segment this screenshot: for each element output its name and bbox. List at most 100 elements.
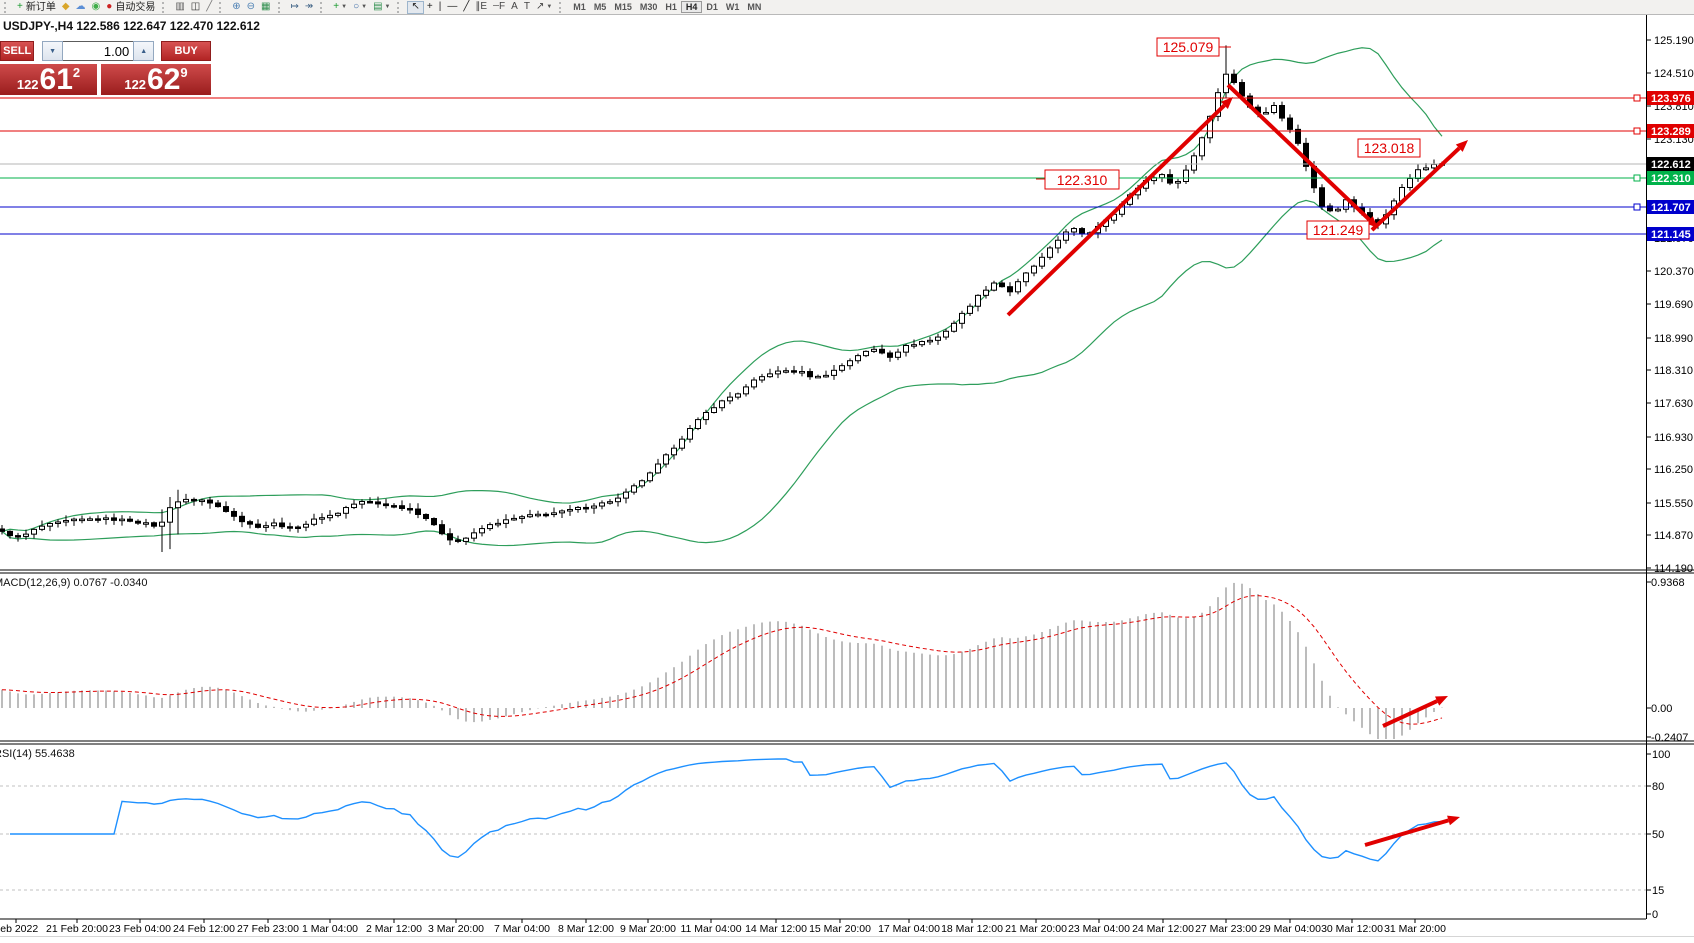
price-annotation-box[interactable]: [1306, 220, 1370, 240]
price-tick-label: 124.510: [1654, 68, 1694, 80]
signals-button[interactable]: ◉: [89, 1, 104, 14]
trend-arrow[interactable]: [1382, 699, 1438, 728]
autotrading-button[interactable]: ● 自动交易: [106, 1, 156, 13]
hline-marker[interactable]: [1633, 203, 1641, 211]
sell-price[interactable]: 122 61 2: [0, 64, 97, 95]
auto-scroll-button[interactable]: ↠: [302, 1, 316, 14]
text-label-button[interactable]: T: [521, 1, 533, 14]
cursor-icon: ↖: [411, 1, 420, 12]
timeframe-d1[interactable]: D1: [706, 2, 718, 12]
price-badge-label: 122.612: [1651, 159, 1691, 171]
hline-marker[interactable]: [1633, 174, 1641, 182]
time-label: 18 Mar 12:00: [941, 923, 1003, 935]
price-tick-label: 114.870: [1654, 530, 1693, 542]
zoom-out-button[interactable]: ⊖: [244, 1, 258, 14]
time-label: 23 Mar 04:00: [1068, 923, 1130, 935]
fibonacci-icon: ┄F: [493, 1, 506, 12]
price-axis[interactable]: 125.190124.510123.810123.130121.070120.3…: [1646, 35, 1694, 575]
rsi-panel: 100 80 50 15 0: [0, 749, 1670, 921]
chart-shift-button[interactable]: ↦: [288, 1, 302, 14]
templates-button[interactable]: ▤ ▼: [373, 1, 391, 12]
timeframe-mn[interactable]: MN: [747, 2, 762, 12]
trend-arrow[interactable]: [1226, 83, 1371, 222]
price-badge-label: 122.310: [1651, 173, 1691, 185]
horizontal-line-button[interactable]: —: [444, 1, 460, 14]
timeframe-h4[interactable]: H4: [680, 1, 703, 13]
price-tick-label: 119.690: [1654, 299, 1693, 311]
price-badge: [1647, 124, 1694, 138]
trendline-button[interactable]: ╱: [460, 1, 472, 14]
arrow-objects-button[interactable]: ↗ ▼: [535, 1, 553, 12]
new-chart-icon: +: [333, 1, 340, 12]
publish-chart-icon: ☁: [75, 1, 86, 12]
price-annotations[interactable]: 125.079 122.310 123.018 121.249: [1036, 37, 1421, 240]
price-annotation-box[interactable]: [1044, 169, 1120, 190]
price-annotation-label: 125.079: [1163, 39, 1214, 55]
horizontal-line-objects[interactable]: [0, 94, 1646, 235]
history-center-button[interactable]: ◆: [59, 1, 73, 14]
trend-arrow-head[interactable]: [1447, 815, 1460, 826]
timeframe-m30[interactable]: M30: [639, 2, 658, 12]
buy-price-pip: 9: [180, 65, 188, 80]
volume-decrease-button[interactable]: ▼: [42, 41, 64, 61]
toolbar-separator: [4, 1, 11, 13]
candlestick-chart-button[interactable]: ◫: [188, 1, 203, 14]
rsi-axis-label: 80: [1652, 781, 1664, 793]
equidistant-channel-button[interactable]: ∥E: [472, 1, 490, 14]
trend-arrow[interactable]: [1370, 146, 1461, 232]
hline-marker[interactable]: [1633, 94, 1641, 102]
time-label: 27 Feb 23:00: [237, 923, 299, 935]
macd-axis-label: -0.2407: [1651, 732, 1688, 744]
history-center-icon: ◆: [61, 1, 70, 12]
new-chart-button[interactable]: + ▼: [333, 1, 348, 12]
price-badge-label: 121.707: [1651, 202, 1691, 214]
fibonacci-button[interactable]: ┄F: [490, 1, 508, 14]
time-label: 3 Mar 20:00: [428, 923, 484, 935]
toolbar-separator: [397, 1, 404, 13]
price-annotation-label: 121.249: [1313, 222, 1364, 238]
macd-axis-label: 0.9368: [1651, 577, 1685, 589]
trend-arrow-head[interactable]: [1455, 140, 1468, 152]
new-order-icon: +: [17, 1, 23, 12]
text-button[interactable]: A: [508, 1, 521, 14]
crosshair-button[interactable]: +: [424, 1, 436, 14]
buy-price-big: 62: [147, 63, 181, 96]
time-label: 23 Feb 04:00: [109, 923, 171, 935]
trend-arrow[interactable]: [1006, 103, 1226, 317]
zoom-in-button[interactable]: ⊕: [229, 1, 243, 14]
timeframe-m5[interactable]: M5: [593, 2, 607, 12]
volume-increase-button[interactable]: ▲: [133, 41, 155, 61]
hline-marker[interactable]: [1633, 127, 1641, 135]
trend-arrow-head[interactable]: [1435, 696, 1448, 706]
timeframe-m15[interactable]: M15: [614, 2, 632, 12]
buy-price[interactable]: 122 62 9: [101, 64, 211, 95]
publish-chart-button[interactable]: ☁: [73, 1, 89, 14]
buy-button[interactable]: BUY: [161, 41, 212, 61]
trend-arrow-head[interactable]: [1220, 97, 1233, 109]
vertical-line-button[interactable]: |: [436, 1, 445, 14]
volume-input[interactable]: [63, 41, 134, 61]
timeframe-w1[interactable]: W1: [725, 2, 740, 12]
timeframe-m1[interactable]: M1: [573, 2, 586, 12]
zoom-in-icon: ⊕: [232, 1, 241, 12]
price-annotation-box[interactable]: [1357, 138, 1421, 158]
new-order-button[interactable]: + 新订单: [17, 1, 56, 13]
time-label: 24 Feb 12:00: [173, 923, 235, 935]
timeframe-h1[interactable]: H1: [665, 2, 677, 12]
trend-arrows[interactable]: [1006, 83, 1468, 847]
sell-button[interactable]: SELL: [0, 41, 35, 61]
sell-price-big: 61: [39, 63, 73, 96]
macd-panel: 0.9368 0.00 -0.2407: [1, 577, 1688, 744]
text-icon: A: [511, 1, 518, 12]
cursor-button[interactable]: ↖: [407, 0, 424, 14]
line-chart-button[interactable]: ╱: [203, 1, 215, 14]
bar-chart-button[interactable]: ▥: [172, 1, 187, 14]
crosshair-icon: +: [426, 1, 433, 12]
periods-button[interactable]: ○ ▼: [353, 1, 368, 12]
trend-arrow[interactable]: [1364, 818, 1450, 847]
price-annotation-box[interactable]: [1156, 37, 1220, 57]
tile-windows-button[interactable]: ▦: [258, 1, 273, 14]
